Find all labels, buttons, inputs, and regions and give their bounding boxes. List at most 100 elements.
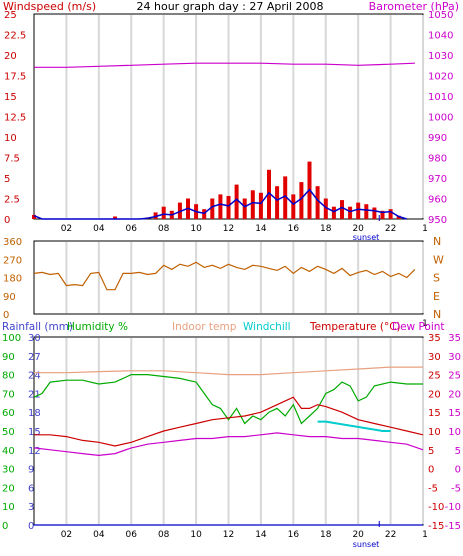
- humidity-tick-label: 100: [2, 333, 21, 344]
- x-tick-label: 12: [223, 224, 234, 234]
- gust-bar: [348, 206, 353, 219]
- rain-tick-label: 0: [28, 521, 34, 532]
- compass-tick-label: N: [433, 308, 441, 321]
- gust-bar: [396, 215, 401, 219]
- temp-tick-label-left: 30: [428, 352, 441, 363]
- x-tick-label: 12: [223, 530, 234, 540]
- x-tick-label: 18: [320, 224, 332, 234]
- direction-tick-label: 90: [3, 292, 16, 303]
- rain-tick-label: 21: [28, 389, 41, 400]
- temp-tick-label-right: 30: [448, 352, 461, 363]
- humidity-tick-label: 40: [2, 446, 15, 457]
- x-tick-label: 1: [422, 224, 428, 234]
- windspeed-tick-label: 0: [4, 215, 10, 226]
- temp-tick-label-left: 10: [428, 427, 441, 438]
- barometer-tick-label: 960: [428, 195, 447, 206]
- x-tick-label: 22: [385, 224, 396, 234]
- temp-tick-label-left: 25: [428, 371, 441, 382]
- temp-tick-label-right: -5: [451, 483, 461, 494]
- barometer-tick-label: 970: [428, 174, 447, 185]
- gust-bar: [218, 194, 223, 219]
- x-tick-label: 08: [158, 224, 170, 234]
- chart-title: 24 hour graph day : 27 April 2008: [137, 0, 324, 13]
- temp-tick-label-left: -5: [428, 483, 438, 494]
- rain-tick-label: 18: [28, 408, 41, 419]
- gust-bar: [315, 186, 320, 219]
- legend-dewpoint: Dew Point: [392, 321, 445, 333]
- sunset-label-bottom: sunset: [353, 540, 380, 549]
- wind-average-line: [33, 188, 408, 220]
- x-tick-label: 06: [126, 224, 138, 234]
- barometer-tick-label: 1040: [428, 31, 453, 42]
- temp-humidity-panel: 02 04 06 08 10 12 14 16 18 20 22 103691215182124273…: [2, 333, 461, 540]
- windspeed-tick-label: 2.5: [4, 195, 20, 206]
- rain-tick-label: 15: [28, 427, 41, 438]
- gust-bar: [202, 209, 207, 219]
- temp-tick-label-left: 15: [428, 408, 441, 419]
- x-tick-label: 14: [255, 224, 267, 234]
- legend-windchill: Windchill: [243, 321, 291, 333]
- temp-tick-label-right: 35: [448, 333, 461, 344]
- windspeed-tick-label: 20: [4, 51, 17, 62]
- humidity-tick-label: 30: [2, 465, 15, 476]
- x-tick-label: 06: [126, 530, 138, 540]
- gust-bar: [323, 198, 328, 219]
- x-tick-label: 04: [93, 224, 105, 234]
- compass-tick-label: E: [433, 290, 440, 303]
- x-tick-label: 20: [352, 224, 364, 234]
- gust-bar: [364, 204, 369, 219]
- temperature-c-line: [34, 396, 424, 447]
- compass-tick-label: W: [433, 253, 444, 266]
- windspeed-tick-label: 7.5: [4, 154, 20, 165]
- x-tick-label: 04: [93, 530, 105, 540]
- temp-tick-label-left: 0: [428, 465, 434, 476]
- legend-temperature: Temperature (°C): [309, 321, 401, 333]
- x-tick-label: 1: [422, 530, 428, 540]
- gust-bar: [250, 190, 255, 219]
- barometer-tick-label: 990: [428, 133, 447, 144]
- indoor-temp-line: [34, 366, 423, 376]
- compass-tick-label: S: [433, 272, 440, 285]
- humidity-tick-label: 80: [2, 371, 15, 382]
- barometer-line: [34, 62, 415, 68]
- barometer-tick-label: 980: [428, 154, 447, 165]
- rain-tick-label: 9: [28, 465, 34, 476]
- gust-bar: [161, 206, 166, 219]
- temp-tick-label-left: 35: [428, 333, 441, 344]
- gust-bar: [299, 182, 304, 219]
- barometer-tick-label: 1010: [428, 92, 453, 103]
- barometer-axis-label: Barometer (hPa): [369, 0, 459, 13]
- temp-tick-label-right: 25: [448, 371, 461, 382]
- humidity-line: [33, 374, 423, 425]
- dew-point-line: [33, 432, 424, 457]
- direction-tick-label: 360: [3, 237, 22, 248]
- barometer-tick-label: 1030: [428, 51, 453, 62]
- windspeed-axis-label: Windspeed (m/s): [3, 0, 96, 13]
- gust-bar: [380, 210, 385, 219]
- sunset-label-top: sunset: [353, 233, 380, 242]
- windspeed-tick-label: 22.5: [4, 31, 26, 42]
- gust-bar: [372, 207, 377, 219]
- barometer-tick-label: 1000: [428, 113, 453, 124]
- humidity-tick-label: 90: [2, 352, 15, 363]
- humidity-tick-label: 10: [2, 502, 15, 513]
- humidity-tick-label: 70: [2, 389, 15, 400]
- humidity-tick-label: 60: [2, 408, 15, 419]
- rain-tick-label: 3: [28, 502, 34, 513]
- temp-tick-label-right: 20: [448, 389, 461, 400]
- x-tick-label: 22: [385, 530, 396, 540]
- gust-bar: [267, 169, 271, 219]
- windspeed-tick-label: 17.5: [4, 72, 26, 83]
- gust-bar: [356, 202, 361, 219]
- x-tick-label: 10: [190, 224, 202, 234]
- humidity-tick-label: 50: [2, 427, 15, 438]
- temp-tick-label-right: 0: [455, 465, 461, 476]
- temp-tick-label-left: -10: [428, 502, 444, 513]
- wind-direction-line: [33, 261, 416, 291]
- direction-tick-label: 270: [3, 255, 22, 266]
- x-tick-label: 02: [61, 224, 72, 234]
- gust-bar: [331, 206, 336, 219]
- gust-bar: [283, 176, 288, 219]
